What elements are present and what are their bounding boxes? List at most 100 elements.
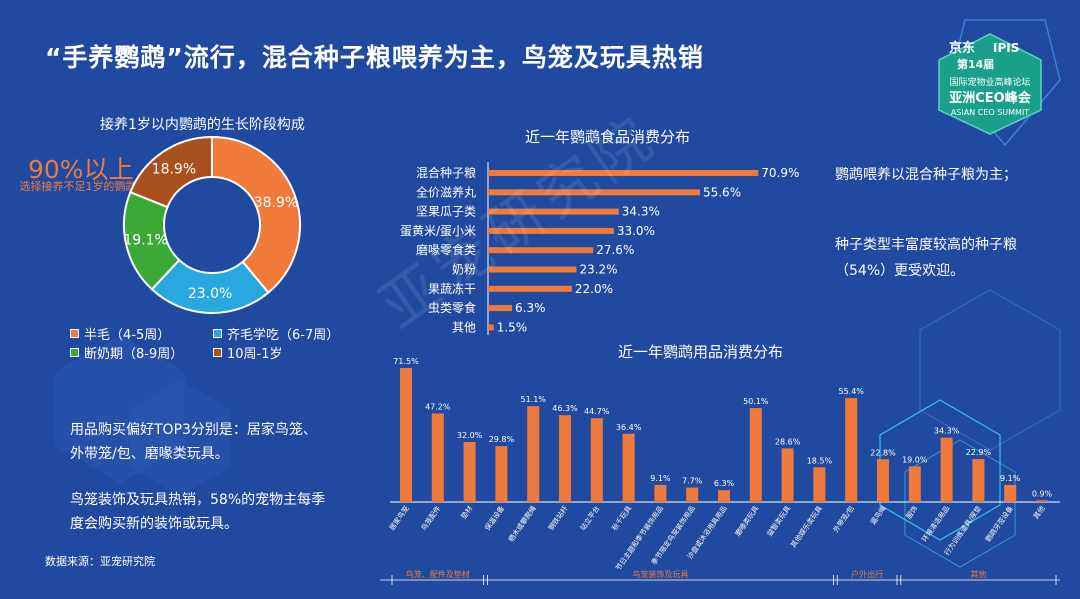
supplies-value-label: 22.9% [966,448,992,457]
supplies-value-label: 0.9% [1032,489,1053,498]
hexagon-outline [919,289,1061,451]
food-value-label: 6.3% [515,301,546,315]
supplies-value-label: 44.7% [584,407,610,416]
supplies-bar [686,487,699,502]
pie-slice-label: 18.9% [152,162,196,178]
supplies-value-label: 9.1% [650,474,671,483]
supplies-bar [654,484,667,502]
supplies-bar [431,413,444,502]
food-category-label: 全价滋养丸 [416,184,476,199]
supplies-value-label: 71.5% [393,357,419,366]
callout-description: 选择接养不足1岁的鹦鹉 [19,180,137,193]
group-label: 鸟笼、配件及垫材 [406,569,470,579]
food-category-label: 其他 [452,320,476,334]
pie-slice-label: 23.0% [188,286,232,302]
legend-label: 10周-1岁 [227,347,283,362]
supplies-value-label: 9.1% [1000,474,1021,483]
callout-percentage: 90%以上 [28,155,134,184]
supplies-value-label: 7.7% [682,477,703,486]
food-value-label: 22.0% [575,282,613,296]
supplies-category-label: 其他 [1031,504,1046,521]
food-bar [488,324,494,331]
summit-logo: 京东 IPIS 第14届 国际宠物业高峰论坛 亚洲CEO峰会 ASIAN CEO… [938,33,1042,135]
food-category-label: 坚果瓜子类 [416,205,476,219]
supplies-category-label: 栖木或攀爬绳 [506,504,537,544]
food-bar [488,247,594,254]
data-source: 数据来源：亚宠研究院 [45,555,155,568]
supplies-bar [845,398,858,502]
pie-chart-title: 接养1岁以内鹦鹉的生长阶段构成 [100,117,305,133]
hexagon-outline [879,399,1001,541]
supplies-value-label: 46.3% [552,404,578,413]
food-value-label: 27.6% [596,243,634,257]
supplies-category-label: 鸟笼配件 [419,504,442,532]
supplies-bar [877,459,889,502]
logo-line3: ASIAN CEO SUMMIT [951,108,1029,117]
food-bar [488,285,572,292]
legend-label: 断奶期（8-9周） [84,347,184,362]
food-bar [488,208,619,215]
legend-swatch [70,329,79,338]
hexagon-outline [904,439,1016,568]
donut-chart: 38.9% 23.0% 19.1% 18.9% [123,135,301,314]
legend-swatch [213,348,222,357]
food-value-label: 33.0% [617,224,655,238]
hexagon-decoration [55,335,185,483]
food-bar [488,266,577,273]
supplies-category-label: 益智类玩具 [765,504,792,538]
logo-line2: 亚洲CEO峰会 [949,90,1031,106]
supplies-category-label: 钢铁站杆 [546,504,569,532]
note-top3: 用品购买偏好TOP3分别是：居家鸟笼、外带笼/包、磨喙类玩具。 [70,422,317,462]
pie-slice-label: 38.9% [254,195,298,211]
supplies-bar [622,433,635,502]
food-value-label: 23.2% [579,263,617,277]
food-chart-title: 近一年鹦鹉食品消费分布 [525,128,691,146]
page-title: “手养鹦鹉”流行，混合种子粮喂养为主，鸟笼及玩具热销 [45,43,704,72]
food-bar [488,305,513,312]
supplies-bar [590,418,603,502]
note-seed-variety: 种子类型丰富度较高的种子粮（54%）更受欢迎。 [835,237,1017,279]
supplies-value-label: 34.3% [934,427,960,436]
supplies-bar [718,490,730,502]
supplies-category-label: 其他娱乐类玩具 [789,504,824,549]
pie-slice [211,135,301,294]
supplies-value-label: 19.0% [902,455,928,464]
supplies-bar [1036,500,1048,502]
supplies-value-label: 22.8% [870,448,896,457]
supplies-value-label: 18.5% [807,456,833,465]
food-category-label: 虫类零食 [428,300,476,315]
supplies-value-label: 32.0% [457,431,483,440]
supplies-category-label: 鹦鹉牙签设备 [983,504,1014,544]
supplies-category-label: 垫材 [459,504,474,521]
supplies-bar [908,466,921,502]
food-value-label: 55.6% [703,185,741,199]
legend-item: 半毛（4-5周） [70,324,170,343]
supplies-value-label: 55.4% [838,387,864,396]
note-seed-feeding: 鹦鹉喂养以混合种子粮为主； [835,167,1017,183]
supplies-bar-chart: 71.5% 居家鸟笼 47.2% 鸟笼配件 32.0% 垫材 29.8% 保温设备 51.1% 栖… [380,357,1060,585]
note-decoration: 鸟笼装饰及玩具热销，58%的宠物主每季度会购买新的装饰或玩具。 [70,492,326,532]
food-category-label: 蛋黄米/蛋小米 [400,224,476,238]
supplies-value-label: 6.3% [714,479,735,488]
logo-line1: 国际宠物业高峰论坛 [949,76,1030,88]
logo-ipis: IPIS [993,41,1019,55]
pie-slice-label: 19.1% [123,233,167,249]
food-category-label: 奶粉 [452,263,476,277]
legend-swatch [70,348,79,357]
food-bar [488,189,700,196]
logo-brand: 京东 [949,40,975,56]
group-label: 户外出行 [851,569,883,579]
supplies-bar [527,406,540,502]
supplies-value-label: 47.2% [425,403,451,412]
supplies-bar [559,415,571,502]
supplies-bar [495,446,508,502]
supplies-category-label: 环境清洁用品 [920,504,951,544]
supplies-bar [972,459,985,502]
supplies-category-label: 保温设备 [483,504,506,532]
supplies-bar [463,442,476,502]
legend-swatch [213,329,222,338]
supplies-value-label: 29.8% [489,435,515,444]
supplies-bar [400,367,412,502]
